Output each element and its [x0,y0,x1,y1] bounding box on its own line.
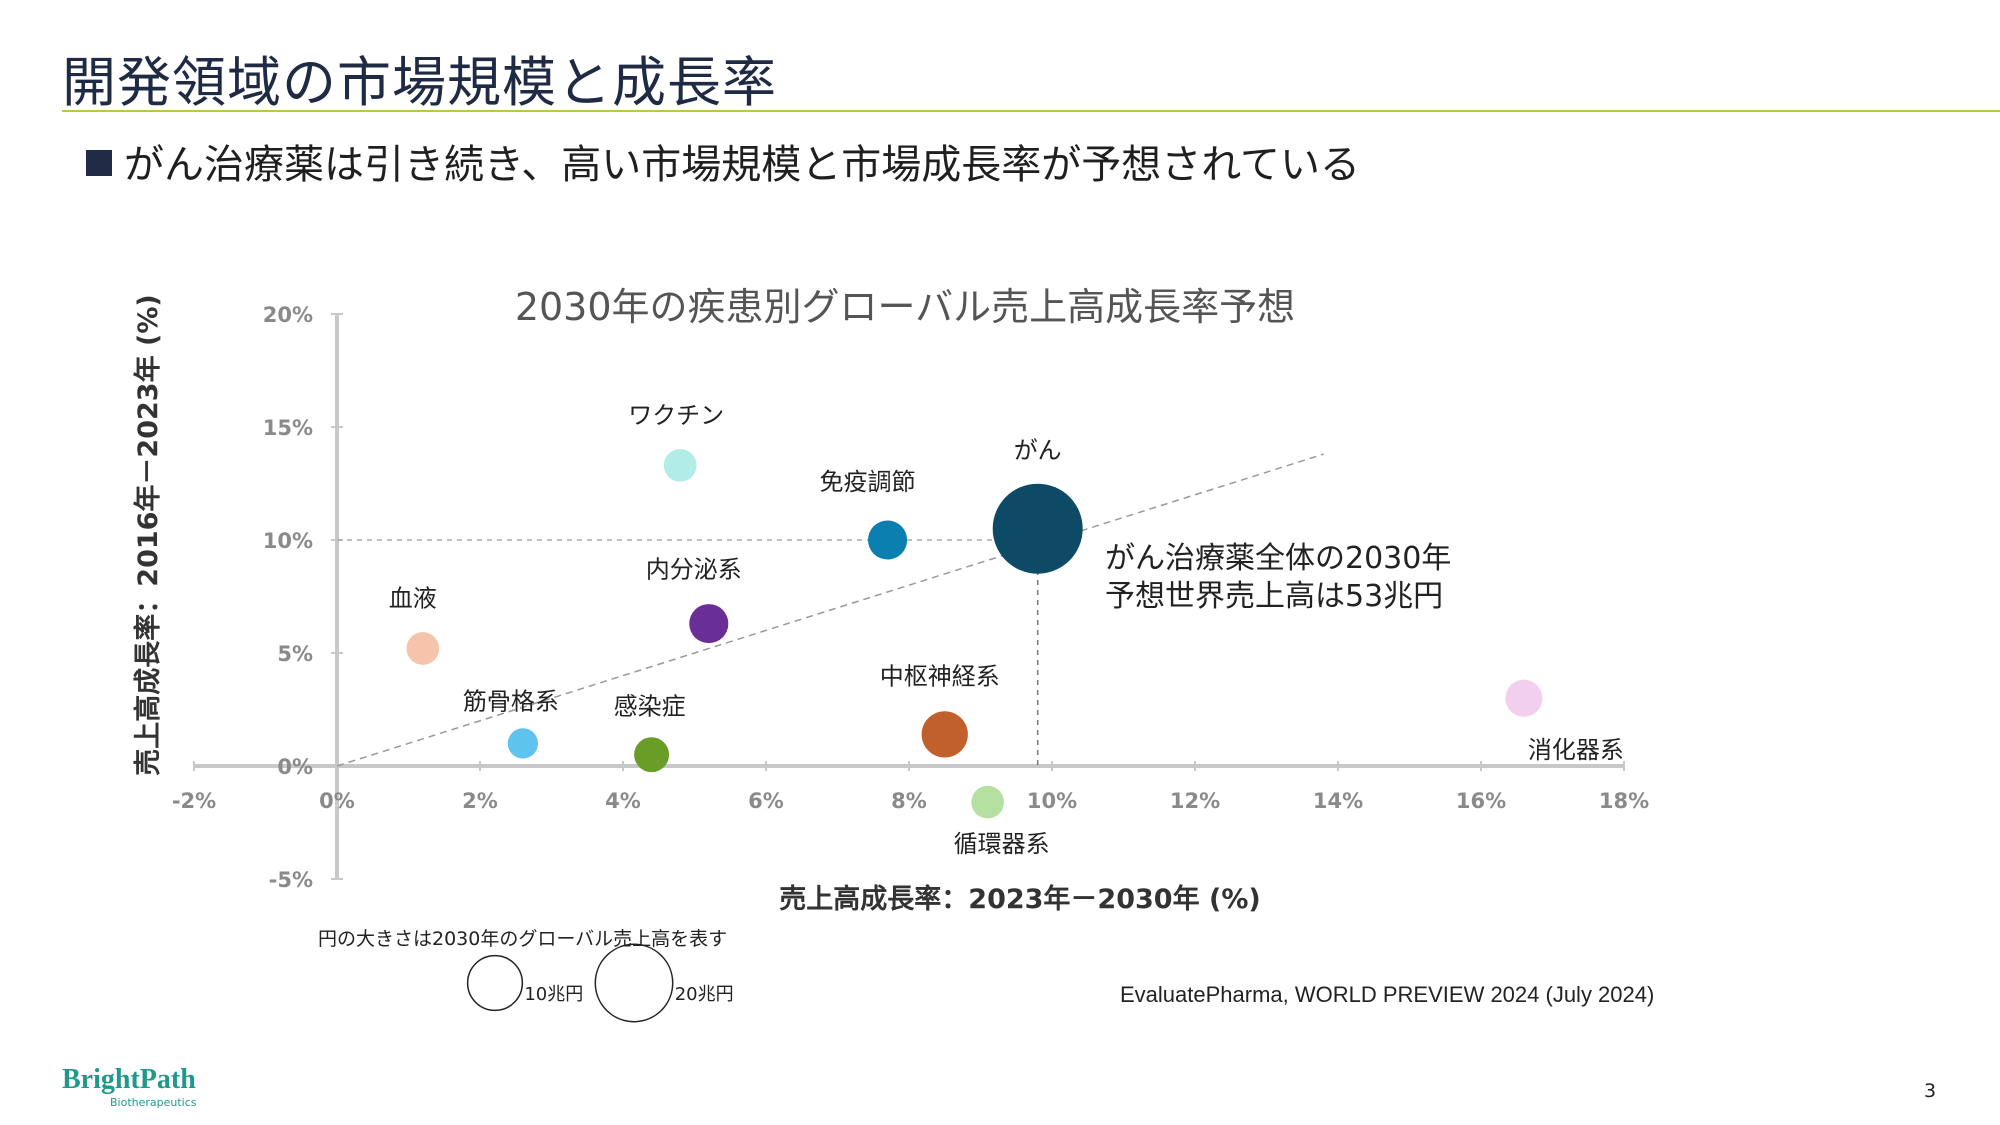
x-tick-label: 10% [1027,789,1077,813]
y-tick-label: 10% [263,529,313,553]
bubble-label: 循環器系 [954,830,1050,858]
page-number: 3 [1924,1080,1937,1102]
bubble-label: がん [1014,437,1062,465]
y-tick-label: 5% [277,642,313,666]
slide-subtitle: がん治療薬は引き続き、高い市場規模と市場成長率が予想されている [86,132,1360,190]
bubble-label: ワクチン [628,401,724,429]
bubble-label: 感染症 [614,693,686,721]
y-axis-label: 売上高成長率：2016年－2023年 (%) [132,294,164,775]
subtitle-text: がん治療薬は引き続き、高い市場規模と市場成長率が予想されている [124,142,1360,188]
bubble-label: 免疫調節 [820,468,916,496]
bubble-label: 消化器系 [1528,736,1624,764]
x-tick-label: 0% [319,789,355,813]
annotation-line-2: 予想世界売上高は53兆円 [1105,579,1443,614]
x-tick-label: -2% [172,789,216,813]
bubble-label: 中枢神経系 [880,662,1000,690]
company-logo: BrightPath Biotherapeutics [62,1064,197,1109]
bubble-point [507,728,539,759]
y-tick-label: 20% [263,303,313,327]
bubble-label: 筋骨格系 [463,687,559,715]
bubble-label: 内分泌系 [646,556,742,584]
size-legend-circle [594,943,674,1023]
source-citation: EvaluatePharma, WORLD PREVIEW 2024 (July… [1120,982,1655,1007]
bubble-point [921,711,968,758]
bullet-square-icon [86,150,112,176]
x-tick-label: 16% [1456,789,1506,813]
x-tick-label: 14% [1313,789,1363,813]
x-axis-label: 売上高成長率：2023年－2030年 (%) [779,883,1260,915]
size-legend-label: 20兆円 [675,984,734,1005]
annotation-line-1: がん治療薬全体の2030年 [1105,541,1451,576]
bubble-point [992,483,1083,574]
x-tick-label: 2% [462,789,498,813]
x-tick-label: 6% [748,789,784,813]
logo-name: BrightPath [62,1064,196,1095]
chart-title: 2030年の疾患別グローバル売上高成長率予想 [514,285,1296,329]
title-divider [62,110,2000,112]
y-tick-label: 15% [263,416,313,440]
bubble-point [663,449,697,482]
x-tick-label: 8% [891,789,927,813]
logo-subtext: Biotherapeutics [110,1096,197,1109]
size-legend-label: 10兆円 [524,984,583,1005]
x-tick-label: 18% [1599,789,1649,813]
bubble-point [971,785,1005,819]
y-tick-label: -5% [269,868,313,892]
y-tick-label: 0% [277,755,313,779]
bubble-point [689,604,729,644]
bubble-point [406,632,440,665]
bubble-point [634,737,670,773]
x-tick-label: 4% [605,789,641,813]
trend-line [336,453,1324,767]
x-tick-label: 12% [1170,789,1220,813]
page-title: 開発領域の市場規模と成長率 [62,51,777,114]
size-legend-note: 円の大きさは2030年のグローバル売上高を表す [318,928,728,950]
bubble-point [868,520,908,560]
bubble-label: 血液 [389,584,437,612]
bubble-point [1505,679,1543,717]
size-legend-circle [466,954,524,1012]
